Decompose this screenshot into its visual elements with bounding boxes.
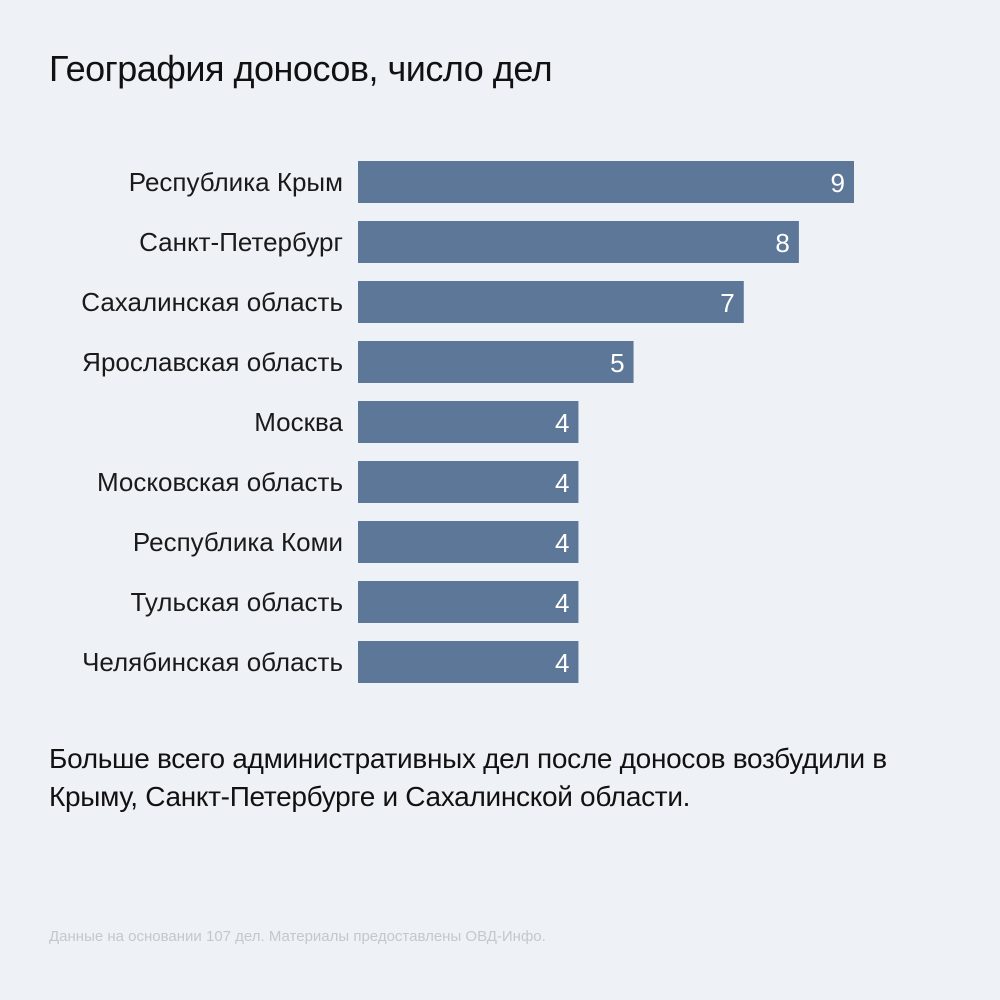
chart-title: География доносов, число дел [49, 48, 553, 89]
bar [358, 641, 579, 683]
value-label: 8 [775, 228, 789, 258]
bar [358, 401, 579, 443]
value-label: 4 [555, 528, 569, 558]
category-label: Санкт-Петербург [139, 227, 343, 257]
value-label: 9 [831, 168, 845, 198]
value-label: 4 [555, 588, 569, 618]
bar [358, 461, 579, 503]
bar [358, 581, 579, 623]
bar [358, 281, 744, 323]
summary-text: Больше всего административных дел после … [49, 743, 887, 812]
footnote: Данные на основании 107 дел. Материалы п… [49, 928, 546, 945]
value-label: 4 [555, 468, 569, 498]
value-labels: 9 8 7 5 4 4 4 4 4 [555, 168, 845, 678]
bar [358, 161, 854, 203]
bar [358, 341, 634, 383]
category-label: Ярославская область [82, 347, 343, 377]
value-label: 7 [720, 288, 734, 318]
bar [358, 521, 579, 563]
category-label: Тульская область [130, 587, 343, 617]
value-label: 4 [555, 648, 569, 678]
category-label: Челябинская область [82, 647, 343, 677]
bar [358, 221, 799, 263]
category-label: Московская область [97, 467, 343, 497]
category-label: Республика Крым [129, 167, 343, 197]
category-label: Москва [254, 407, 343, 437]
bar-chart: Республика Крым Санкт-Петербург Сахалинска… [81, 161, 854, 683]
category-labels: Республика Крым Санкт-Петербург Сахалинска… [81, 167, 343, 677]
category-label: Республика Коми [133, 527, 343, 557]
bars [358, 161, 854, 683]
value-label: 5 [610, 348, 624, 378]
value-label: 4 [555, 408, 569, 438]
category-label: Сахалинская область [81, 287, 343, 317]
